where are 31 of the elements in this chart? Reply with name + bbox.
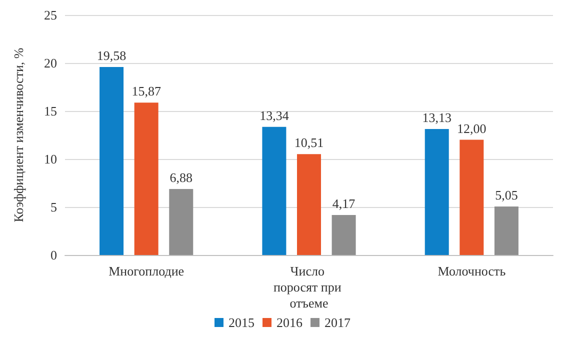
bar bbox=[460, 140, 484, 255]
legend-label: 2015 bbox=[228, 315, 254, 330]
y-tick-label: 0 bbox=[50, 248, 57, 262]
data-label: 10,51 bbox=[294, 135, 324, 150]
y-tick-label: 20 bbox=[44, 56, 57, 70]
y-tick-label: 10 bbox=[44, 152, 57, 166]
bar bbox=[100, 67, 124, 255]
bar bbox=[494, 206, 518, 255]
legend-label: 2017 bbox=[324, 315, 351, 330]
y-tick-label: 5 bbox=[50, 200, 57, 214]
data-label: 13,13 bbox=[422, 110, 452, 125]
legend-label: 2016 bbox=[276, 315, 303, 330]
data-label: 4,17 bbox=[332, 196, 356, 211]
bar bbox=[262, 126, 286, 255]
y-tick-label: 15 bbox=[44, 104, 57, 118]
data-label: 19,58 bbox=[96, 48, 126, 64]
bar bbox=[134, 102, 158, 255]
data-label: 6,88 bbox=[170, 170, 193, 185]
bar bbox=[424, 128, 449, 255]
data-label: 15,87 bbox=[132, 84, 162, 99]
bar bbox=[297, 154, 321, 255]
data-label: 13,34 bbox=[260, 108, 290, 123]
y-tick-label: 25 bbox=[44, 8, 57, 22]
bar bbox=[332, 214, 356, 255]
y-axis-title: Коэффициент изменчивости, % bbox=[11, 48, 26, 222]
x-tick-label: Многоплодие bbox=[108, 264, 184, 278]
data-label: 5,05 bbox=[495, 188, 518, 203]
bar bbox=[169, 188, 194, 255]
x-tick-label: Число поросят при отъеме bbox=[273, 264, 345, 310]
data-label: 12,00 bbox=[457, 120, 486, 136]
x-tick-label: Молочность bbox=[438, 264, 506, 278]
